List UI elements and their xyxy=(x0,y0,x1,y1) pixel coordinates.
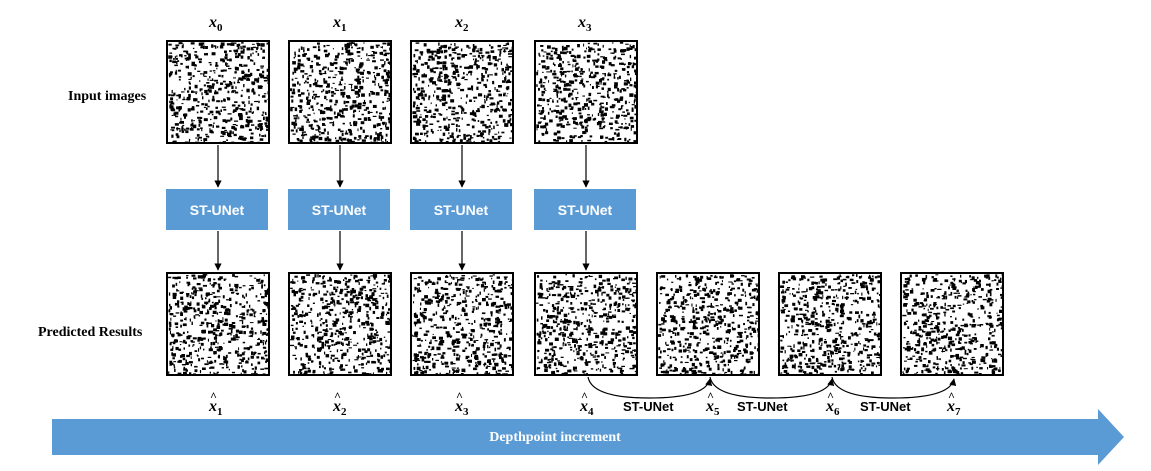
predicted-image-6 xyxy=(778,272,882,376)
output-name-5: x5 xyxy=(706,389,720,418)
input-name-2: x2 xyxy=(455,14,469,35)
output-name-7: x7 xyxy=(947,389,961,418)
st-unet-block-1: ST-UNet xyxy=(288,189,390,230)
predicted-image-5 xyxy=(656,272,760,376)
input-name-0: x0 xyxy=(209,14,223,35)
speckle-texture xyxy=(412,274,512,374)
speckle-texture xyxy=(658,274,758,374)
st-unet-block-3: ST-UNet xyxy=(534,189,636,230)
predicted-row-label: Predicted Results xyxy=(38,325,143,340)
chain-st-unet-label-3: ST-UNet xyxy=(860,399,911,414)
output-name-3: x3 xyxy=(455,389,469,418)
depth-axis-label: Depthpoint increment xyxy=(489,430,621,445)
input-image-3 xyxy=(534,40,638,144)
predicted-image-3 xyxy=(410,272,514,376)
output-name-6: x6 xyxy=(826,389,840,418)
input-name-3: x3 xyxy=(578,14,592,35)
predicted-image-1 xyxy=(166,272,270,376)
output-name-1: x1 xyxy=(209,389,223,418)
input-image-1 xyxy=(288,40,392,144)
speckle-texture xyxy=(168,274,268,374)
predicted-image-2 xyxy=(288,272,392,376)
speckle-texture xyxy=(902,274,1002,374)
depth-arrow xyxy=(52,409,1124,465)
predicted-image-7 xyxy=(900,272,1004,376)
speckle-texture xyxy=(536,42,636,142)
speckle-texture xyxy=(290,274,390,374)
st-unet-block-0: ST-UNet xyxy=(166,189,268,230)
chain-st-unet-label-1: ST-UNet xyxy=(623,399,674,414)
speckle-texture xyxy=(536,274,636,374)
speckle-texture xyxy=(780,274,880,374)
chain-arrow-2 xyxy=(709,376,835,399)
chain-st-unet-label-2: ST-UNet xyxy=(737,399,788,414)
output-name-2: x2 xyxy=(333,389,347,418)
speckle-texture xyxy=(168,42,268,142)
chain-arrow-3 xyxy=(831,376,957,399)
speckle-texture xyxy=(290,42,390,142)
input-image-0 xyxy=(166,40,270,144)
st-unet-block-2: ST-UNet xyxy=(410,189,512,230)
chain-arrow-1 xyxy=(587,376,713,399)
input-name-1: x1 xyxy=(333,14,347,35)
output-name-4: x4 xyxy=(580,389,594,418)
speckle-texture xyxy=(412,42,512,142)
input-row-label: Input images xyxy=(68,89,147,104)
input-image-2 xyxy=(410,40,514,144)
predicted-image-4 xyxy=(534,272,638,376)
